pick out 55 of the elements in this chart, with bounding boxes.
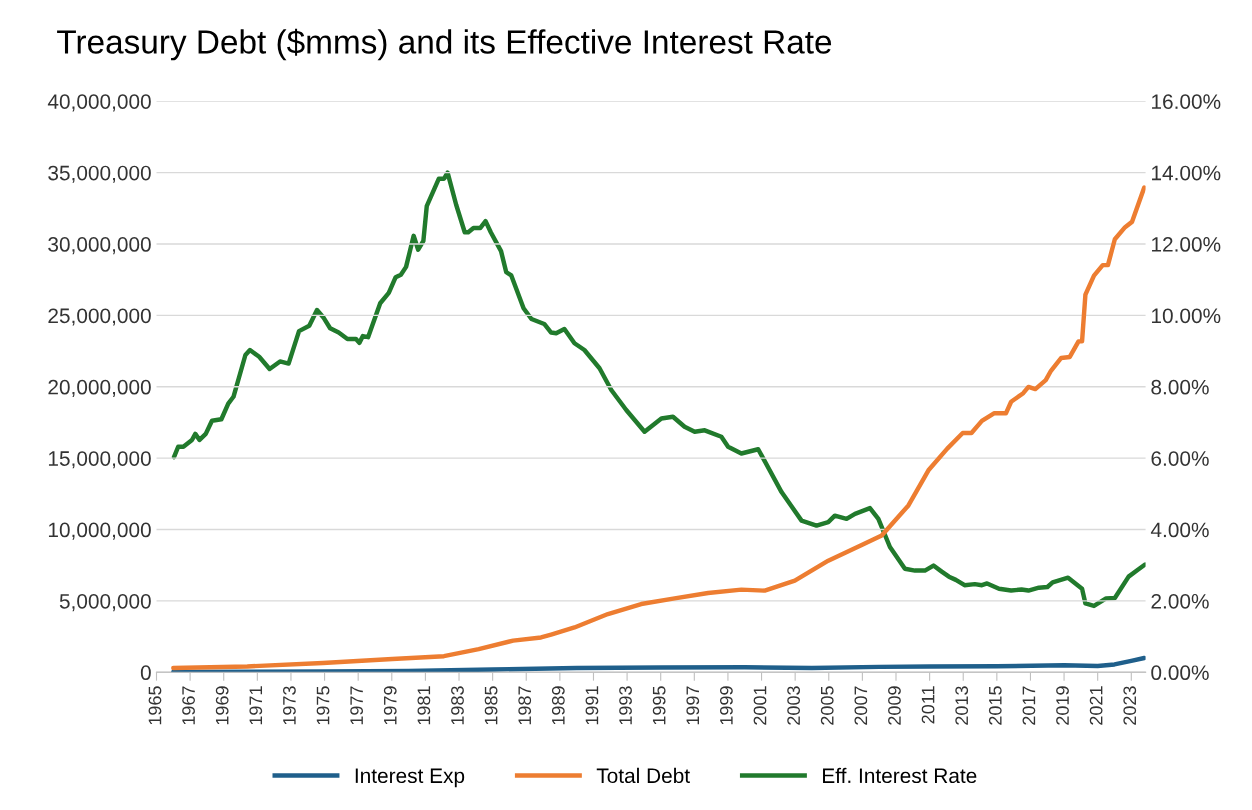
- x-tick-label: 1995: [652, 686, 666, 725]
- x-tick-label: 2015: [988, 686, 1002, 725]
- y2-tick-label: 2.00%: [1151, 593, 1209, 609]
- chart-title: Treasury Debt ($mms) and its Effective Interest Rate: [57, 28, 832, 61]
- x-tick-label: 1967: [182, 686, 195, 725]
- y-tick-label: 20,000,000: [48, 379, 151, 397]
- x-tick-label: 1977: [350, 686, 364, 725]
- x-tick-label: 2019: [1056, 686, 1069, 725]
- y-tick-label: 15,000,000: [48, 451, 151, 469]
- x-tick-label: 1975: [316, 686, 330, 725]
- x-tick-label: 2021: [1089, 686, 1103, 725]
- x-tick-label: 1997: [686, 686, 700, 725]
- y-tick-label: 10,000,000: [48, 522, 151, 540]
- x-tick-label: 1971: [249, 686, 263, 725]
- x-tick-label: 2013: [955, 686, 969, 725]
- x-tick-label: 1979: [383, 686, 397, 725]
- x-tick-label: 2003: [787, 686, 801, 725]
- x-tick-label: 1993: [619, 686, 632, 725]
- x-tick-label: 1965: [148, 686, 162, 725]
- legend-label: Total Debt: [596, 767, 690, 784]
- y-tick-label: 40,000,000: [47, 94, 151, 112]
- legend-label: Interest Exp: [355, 768, 465, 788]
- line-series: [171, 185, 1146, 671]
- x-tick-label: 2005: [820, 686, 834, 725]
- line-series: [171, 655, 1146, 673]
- x-tick-label: 2009: [888, 686, 901, 725]
- x-tick-label: 2023: [1123, 686, 1137, 725]
- x-tick-label: 1973: [283, 686, 296, 725]
- y-tick-label: 35,000,000: [48, 165, 151, 183]
- x-tick-label: 1999: [719, 686, 733, 725]
- x-tick-label: 2007: [854, 686, 868, 725]
- x-tick-label: 1987: [518, 686, 532, 725]
- y-tick-label: 0: [140, 665, 151, 681]
- x-tick-label: 1983: [451, 686, 464, 725]
- y2-tick-label: 6.00%: [1151, 451, 1209, 466]
- y2-tick-label: 0.00%: [1151, 665, 1209, 681]
- x-tick-label: 1981: [417, 686, 431, 725]
- x-tick-label: 1969: [215, 686, 229, 725]
- x-tick-label: 2017: [1022, 686, 1036, 725]
- y2-tick-label: 12.00%: [1152, 237, 1221, 252]
- y-tick-label: 25,000,000: [48, 308, 151, 326]
- x-tick-label: 1991: [585, 686, 599, 725]
- x-tick-label: 1985: [484, 686, 498, 725]
- y2-tick-label: 16.00%: [1152, 94, 1221, 109]
- y-tick-label: 30,000,000: [48, 237, 151, 255]
- y2-tick-label: 14.00%: [1152, 165, 1221, 181]
- x-tick-label: 1989: [551, 686, 565, 725]
- y2-tick-label: 4.00%: [1150, 522, 1209, 538]
- x-tick-label: 2001: [753, 686, 767, 725]
- legend-label: Eff. Interest Rate: [823, 767, 977, 784]
- y2-tick-label: 10.00%: [1152, 308, 1221, 324]
- x-tick-label: 2011: [921, 686, 935, 724]
- line-series: [171, 170, 1146, 609]
- y2-tick-label: 8.00%: [1151, 379, 1209, 395]
- y-tick-label: 5,000,000: [59, 593, 151, 612]
